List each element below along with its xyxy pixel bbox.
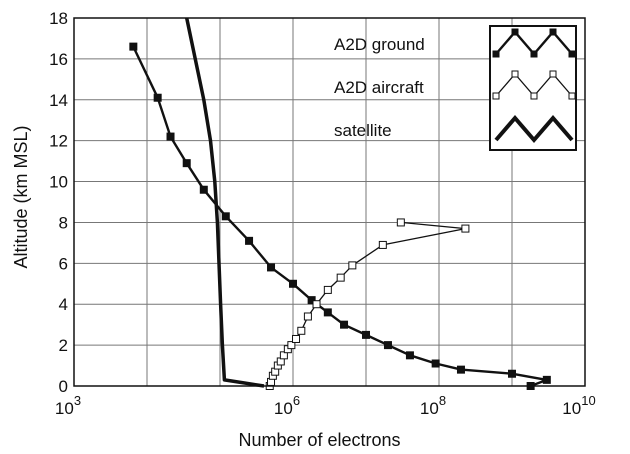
x-tick-label: 108 bbox=[420, 393, 446, 418]
legend-marker-a2d-aircraft bbox=[511, 70, 519, 78]
y-tick-label: 18 bbox=[49, 9, 68, 28]
data-point-a2d-aircraft bbox=[336, 273, 345, 282]
y-tick-label: 4 bbox=[59, 295, 68, 314]
data-point-a2d-aircraft bbox=[303, 312, 312, 321]
legend-swatches bbox=[492, 28, 576, 144]
data-point-a2d-ground bbox=[456, 365, 465, 374]
legend-label-a2d-ground: A2D ground bbox=[334, 35, 425, 54]
legend-label-satellite: satellite bbox=[334, 121, 392, 140]
series-line-a2d-ground bbox=[132, 46, 548, 388]
data-point-a2d-aircraft bbox=[461, 224, 470, 233]
x-tick-label: 1010 bbox=[562, 393, 595, 418]
data-point-a2d-ground bbox=[289, 279, 297, 288]
x-axis-title: Number of electrons bbox=[238, 430, 400, 450]
data-point-a2d-ground bbox=[153, 93, 162, 102]
data-point-a2d-ground bbox=[362, 330, 370, 339]
legend-marker-a2d-ground bbox=[530, 50, 538, 58]
data-point-a2d-aircraft bbox=[297, 326, 306, 335]
data-point-a2d-ground bbox=[221, 212, 230, 221]
legend-label-a2d-aircraft: A2D aircraft bbox=[334, 78, 424, 97]
data-point-a2d-aircraft bbox=[348, 261, 357, 270]
y-tick-label: 16 bbox=[49, 50, 68, 69]
y-axis-title: Altitude (km MSL) bbox=[11, 125, 31, 268]
y-tick-label: 2 bbox=[59, 336, 68, 355]
legend-marker-a2d-aircraft bbox=[492, 92, 500, 100]
data-point-a2d-ground bbox=[405, 351, 414, 360]
y-tick-label: 14 bbox=[49, 91, 68, 110]
data-point-a2d-ground bbox=[542, 375, 551, 384]
y-tick-label: 8 bbox=[59, 213, 68, 232]
data-point-a2d-ground bbox=[431, 359, 440, 368]
legend-marker-a2d-aircraft bbox=[549, 70, 557, 78]
data-point-a2d-ground bbox=[129, 42, 138, 51]
data-point-a2d-aircraft bbox=[287, 341, 296, 350]
data-point-a2d-ground bbox=[199, 185, 208, 194]
data-point-a2d-aircraft bbox=[396, 218, 405, 227]
y-tick-label: 12 bbox=[49, 132, 68, 151]
grid-lines bbox=[74, 17, 585, 387]
legend-marker-a2d-ground bbox=[568, 50, 576, 58]
y-tick-label: 6 bbox=[59, 254, 68, 273]
data-point-a2d-aircraft bbox=[323, 285, 332, 294]
data-point-a2d-ground bbox=[340, 320, 349, 329]
data-point-a2d-ground bbox=[508, 369, 516, 378]
y-tick-labels: 0 2 4 6 8 10 12 14 16 18 bbox=[49, 9, 68, 396]
x-tick-labels: 103 106 108 1010 bbox=[55, 393, 596, 418]
data-point-a2d-ground bbox=[323, 308, 332, 317]
data-point-a2d-ground bbox=[307, 296, 316, 305]
legend-marker-a2d-aircraft bbox=[530, 92, 538, 100]
data-point-a2d-aircraft bbox=[378, 240, 387, 249]
legend: A2D ground A2D aircraft satellite bbox=[334, 25, 577, 151]
legend-marker-a2d-ground bbox=[549, 28, 557, 36]
data-point-a2d-aircraft bbox=[292, 334, 301, 343]
data-point-a2d-aircraft bbox=[312, 300, 321, 309]
data-point-a2d-ground bbox=[267, 263, 276, 272]
series-lines bbox=[132, 17, 548, 388]
legend-swatch-satellite bbox=[494, 114, 574, 144]
data-point-a2d-ground bbox=[383, 341, 392, 350]
legend-marker-a2d-aircraft bbox=[568, 92, 576, 100]
series-line-satellite bbox=[184, 17, 265, 388]
legend-marker-a2d-ground bbox=[492, 50, 500, 58]
legend-marker-a2d-ground bbox=[511, 28, 519, 36]
y-tick-label: 0 bbox=[59, 377, 68, 396]
plot-frame bbox=[73, 17, 586, 387]
x-tick-label: 106 bbox=[274, 393, 300, 418]
data-point-a2d-ground bbox=[166, 132, 175, 141]
y-tick-label: 10 bbox=[49, 173, 68, 192]
data-point-a2d-ground bbox=[245, 236, 254, 245]
data-point-a2d-ground bbox=[182, 159, 191, 168]
x-tick-label: 103 bbox=[55, 393, 81, 418]
